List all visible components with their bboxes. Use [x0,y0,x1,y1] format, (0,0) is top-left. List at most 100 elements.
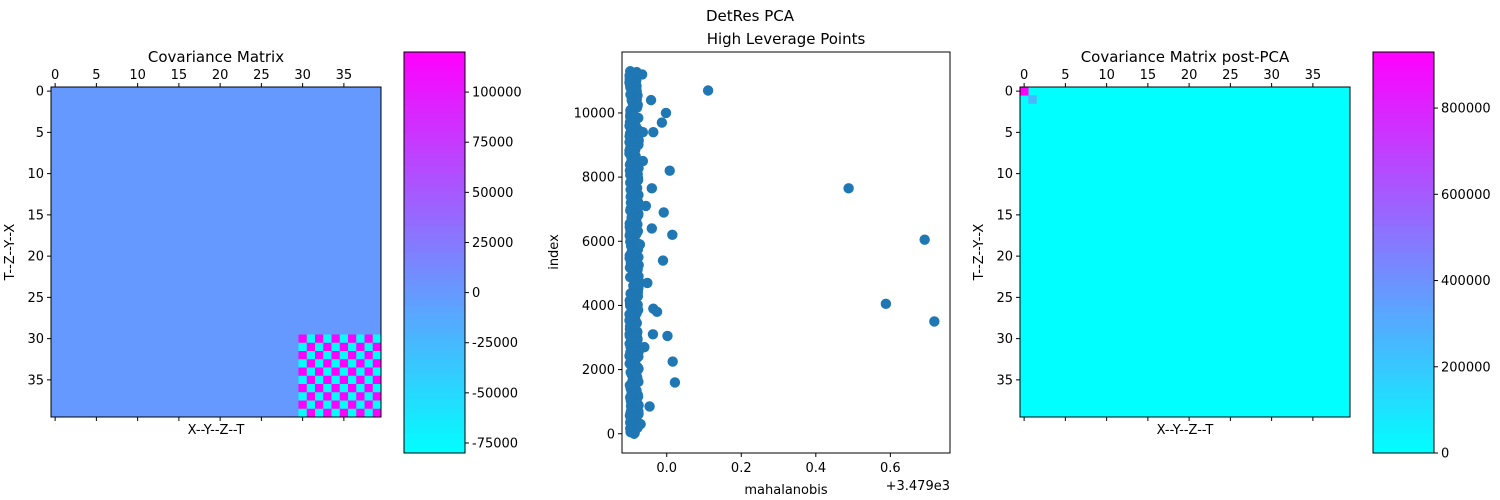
heatmap-cell [315,334,324,344]
y-tick-label: 35 [27,373,44,388]
colorbar-segment [404,178,465,187]
heatmap-cell [315,375,324,385]
heatmap-cell [323,384,332,393]
colorbar-tick-label: 100000 [472,86,522,101]
colorbar-segment [1373,239,1434,247]
x-tick-label: 0.6 [880,461,901,476]
heatmap-cell [306,342,316,352]
scatter-point [660,107,672,119]
colorbar-segment [404,105,465,113]
x-tick-label: 25 [1222,68,1239,83]
heatmap-cell [323,375,332,385]
y-tick-label: 25 [27,291,44,306]
colorbar-segment [404,132,465,140]
heatmap-cell [306,351,316,360]
colorbar-segment [1373,72,1434,80]
leverage-axes-frame [621,51,951,454]
scatter-point [644,401,655,412]
x-tick-label: 25 [253,68,270,83]
colorbar-segment [1373,259,1434,267]
heatmap-cell [356,375,365,385]
post-pca-ticks: 0 5 10 15 20 25 30 35 0 5 10 15 20 25 30 35 [996,68,1321,421]
colorbar-segment [1373,199,1434,207]
colorbar-segment [404,199,465,207]
colorbar-segment [404,265,465,273]
covariance-heatmap [51,87,382,418]
heatmap-cell [339,400,349,410]
y-tick-label: 0 [1005,85,1013,100]
colorbar-segment [404,252,465,260]
colorbar-segment [404,386,465,394]
covariance-ylabel: T--Z--Y--X [3,224,18,282]
scatter-point [919,234,930,245]
colorbar-segment [1373,178,1434,187]
colorbar-segment [1373,219,1434,227]
colorbar-segment [1373,52,1434,60]
y-tick-label: 10 [27,167,44,182]
colorbar-tick-label: 600000 [1441,188,1491,203]
heatmap-cell [364,342,374,352]
heatmap-cell [356,342,365,352]
heatmap-cell [348,342,357,352]
colorbar-segment [404,92,465,100]
heatmap-cell [298,334,308,344]
colorbar-segment [1373,212,1434,220]
heatmap-cell [364,359,374,368]
heatmap-cell [315,342,324,352]
colorbar-segment [1373,92,1434,100]
colorbar-segment [1373,392,1434,400]
leverage-scatter [624,66,940,439]
x-tick-label: 30 [294,68,311,83]
heatmap-cell [298,375,308,385]
scatter-point [648,127,659,138]
colorbar-segment [404,219,465,227]
leverage-title: High Leverage Points [707,30,866,48]
heatmap-cell [323,400,332,410]
colorbar-segment [1373,366,1434,374]
heatmap-cell [372,342,382,352]
colorbar-segment [404,58,465,66]
colorbar-segment [404,65,465,73]
colorbar-segment [404,239,465,247]
heatmap-cell [364,408,374,418]
colorbar-segment [1373,165,1434,173]
heatmap-cell [315,359,324,368]
heatmap-cell [1020,87,1029,96]
colorbar-tick-label: 400000 [1441,274,1491,289]
colorbar-segment [1373,279,1434,287]
x-tick-label: 30 [1263,68,1280,83]
colorbar-segment [404,446,465,454]
scatter-point [669,377,681,388]
colorbar-segment [404,205,465,213]
scatter-point [636,69,648,80]
colorbar-segment [1373,132,1434,140]
colorbar-segment [1373,399,1434,407]
x-tick-label: 35 [336,68,353,83]
colorbar-segment [1373,305,1434,314]
heatmap-cell [356,400,365,410]
colorbar-segment [1373,245,1434,253]
colorbar-segment [404,272,465,280]
post-pca-heatmap [1020,87,1350,417]
heatmap-cell [331,359,341,368]
heatmap-cell [331,334,341,344]
colorbar-segment [404,225,465,233]
heatmap-cell [339,367,349,377]
x-tick-label: 0.4 [805,461,826,476]
colorbar-segment [1373,205,1434,213]
y-tick-label: 20 [996,250,1013,265]
heatmap-cell [323,367,332,377]
heatmap-cell [331,384,341,393]
colorbar-segment [1373,225,1434,233]
heatmap-cell [356,334,365,344]
colorbar-segment [404,312,465,320]
heatmap-cell [364,351,374,360]
heatmap-cell [356,408,365,418]
colorbar-segment [1373,285,1434,293]
colorbar-segment [404,98,465,106]
colorbar-segment [1373,85,1434,93]
heatmap-cell [306,334,316,344]
y-tick-label: 0 [36,85,44,100]
colorbar-tick-label: 50000 [472,186,513,201]
heatmap-cell [339,342,349,352]
